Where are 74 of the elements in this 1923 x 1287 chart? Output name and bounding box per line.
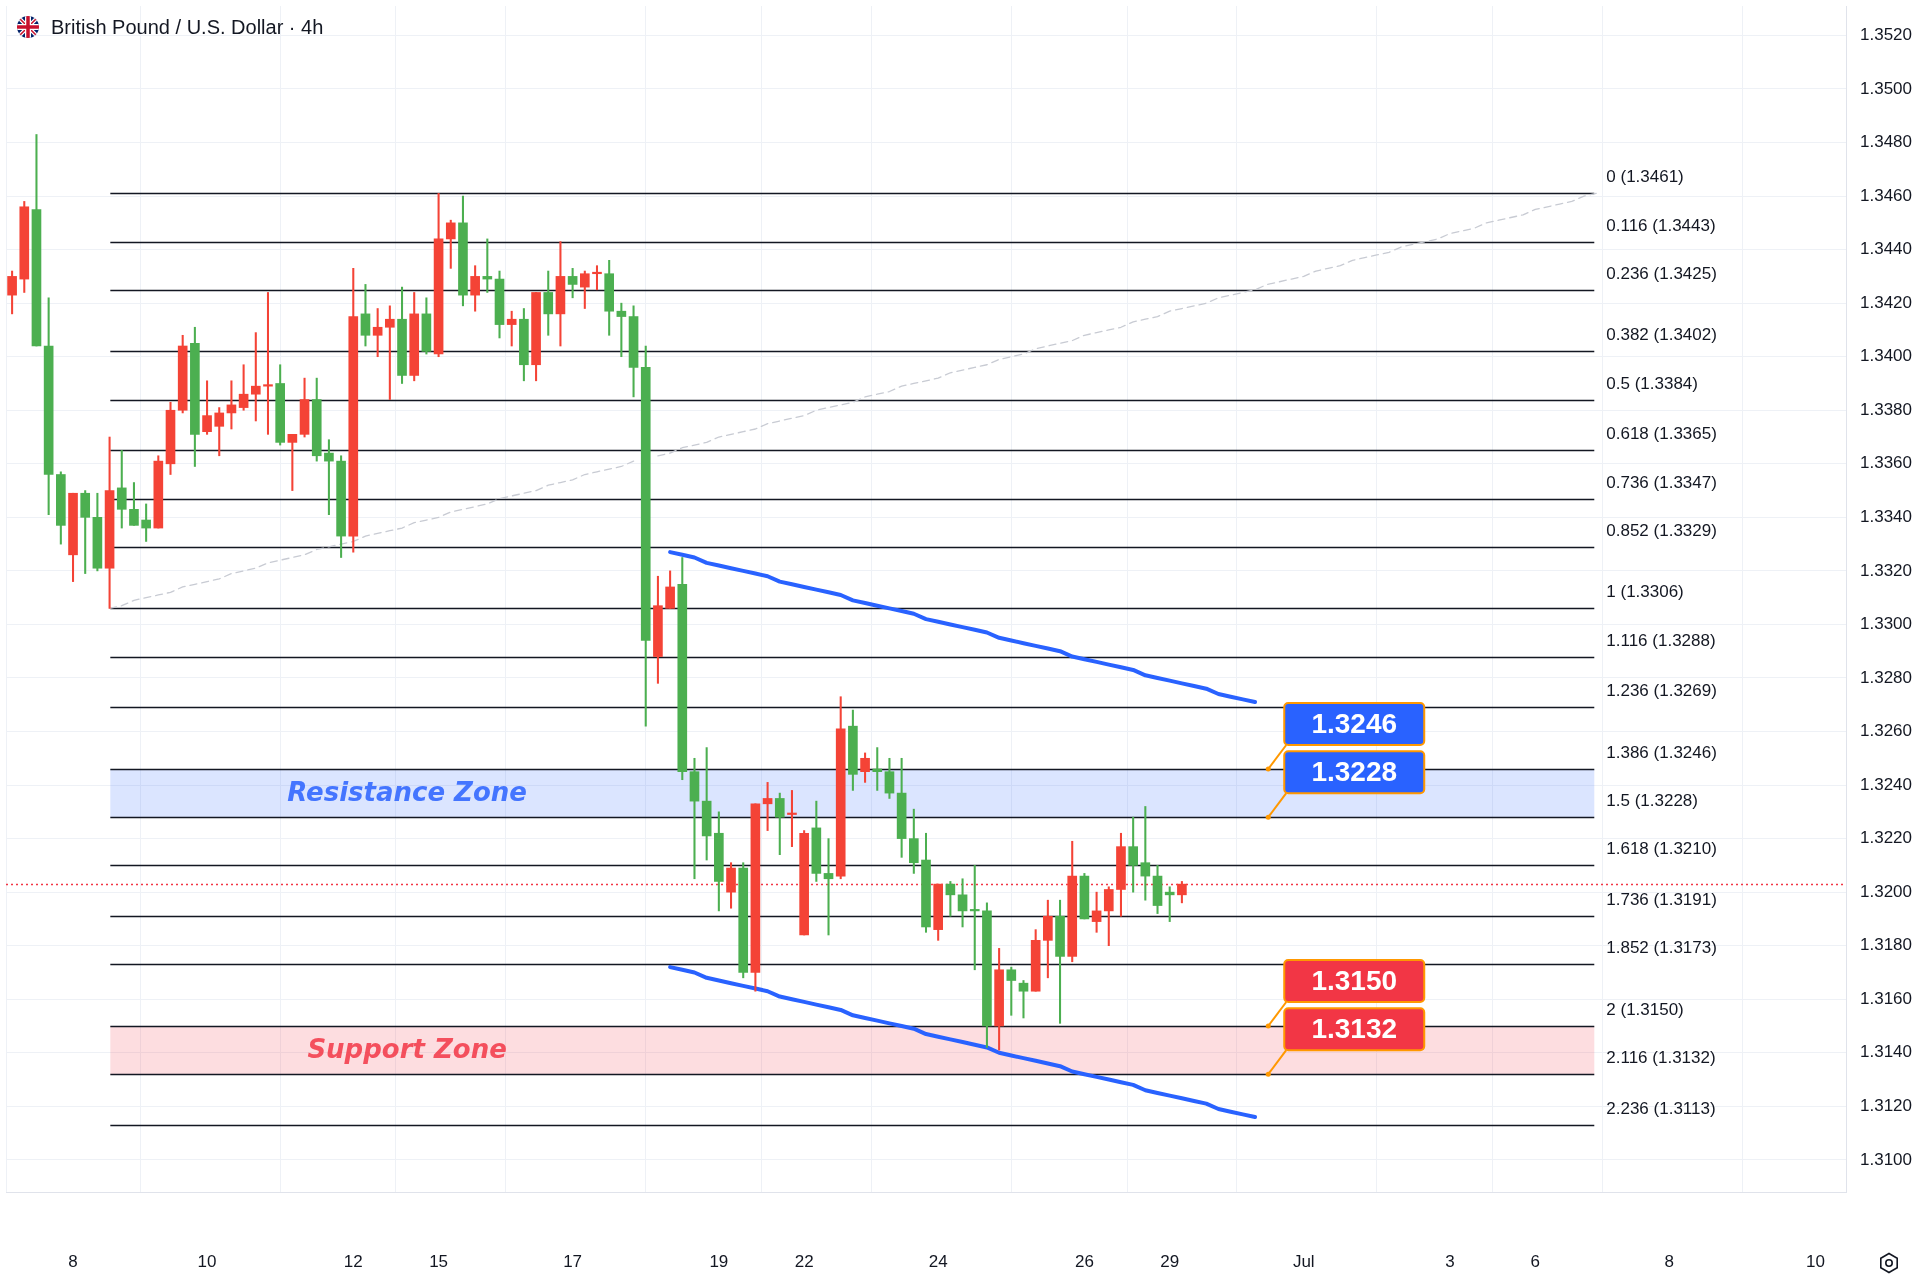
y-tick-label: 1.3140 [1860,1042,1912,1062]
ref-line-label: 0.852 (1.3329) [1606,520,1717,540]
y-tick-label: 1.3380 [1860,399,1912,419]
y-tick-label: 1.3160 [1860,988,1912,1008]
y-tick-label: 1.3240 [1860,774,1912,794]
candlestick [823,838,834,936]
x-tick-label: 6 [1530,1251,1541,1271]
y-tick-label: 1.3120 [1860,1096,1912,1116]
y-tick-label: 1.3520 [1860,25,1912,45]
x-tick-label: 29 [1160,1251,1180,1271]
ref-line-label: 1.116 (1.3288) [1606,630,1716,650]
y-tick-label: 1.3480 [1860,132,1912,152]
candlestick [592,265,602,291]
x-tick-label: 15 [429,1251,449,1271]
y-tick-label: 1.3260 [1860,721,1912,741]
candlestick [1018,980,1029,1019]
ref-line-label: 1.852 (1.3173) [1606,937,1717,957]
ref-line-label: 1.618 (1.3210) [1606,838,1717,858]
ref-line-label: 1.236 (1.3269) [1606,680,1717,700]
x-tick-label: 12 [343,1251,363,1271]
band-label: Support Zone [307,1033,507,1064]
ref-line-label: 0.116 (1.3443) [1606,215,1716,235]
candlestick [689,757,700,880]
ref-line-label: 1.5 (1.3228) [1606,790,1698,810]
ref-line-label: 0.5 (1.3384) [1606,373,1698,393]
ref-line-label: 0.382 (1.3402) [1606,324,1717,344]
x-tick-label: Jul [1292,1251,1315,1271]
y-tick-label: 1.3500 [1860,78,1912,98]
candlestick [360,284,371,347]
candlestick [872,747,883,791]
annotation: 1.3246 [1311,707,1398,739]
y-tick-label: 1.3100 [1860,1149,1912,1169]
y-tick-label: 1.3360 [1860,453,1912,473]
x-tick-label: 3 [1445,1251,1455,1271]
annotation: 1.3150 [1311,964,1398,996]
x-tick-label: 26 [1074,1251,1094,1271]
ref-line-label: 0.618 (1.3365) [1606,423,1717,443]
ref-line-label: 0.236 (1.3425) [1606,263,1717,283]
text: British Pound / U.S. Dollar · 4h [51,15,324,39]
candlestick [482,238,493,293]
ref-line-label: 0 (1.3461) [1606,166,1684,186]
ref-line-label: 1 (1.3306) [1606,581,1684,601]
ref-line-label: 2 (1.3150) [1606,999,1684,1019]
y-tick-label: 1.3420 [1860,292,1912,312]
candlestick [1164,886,1175,922]
y-tick-label: 1.3340 [1860,507,1912,527]
y-tick-label: 1.3320 [1860,560,1912,580]
x-tick-label: 10 [1806,1251,1825,1271]
y-tick-label: 1.3220 [1860,828,1912,848]
x-tick-label: 8 [68,1251,78,1271]
x-tick-label: 17 [563,1251,583,1271]
ref-line-label: 0.736 (1.3347) [1606,472,1717,492]
candlestick [969,865,980,971]
y-tick-label: 1.3460 [1860,185,1912,205]
y-tick-label: 1.3200 [1860,881,1912,901]
y-tick-label: 1.3180 [1860,935,1912,955]
x-tick-label: 10 [197,1251,217,1271]
ref-line-label: 2.116 (1.3132) [1606,1047,1716,1067]
y-tick-label: 1.3280 [1860,667,1912,687]
candlestick [263,292,273,435]
x-tick-label: 24 [928,1251,948,1271]
annotation: 1.3132 [1311,1012,1398,1044]
y-tick-label: 1.3440 [1860,239,1912,259]
x-tick-label: 22 [794,1251,814,1271]
candlestick [787,790,797,847]
y-tick-label: 1.3400 [1860,346,1912,366]
x-tick-label: 8 [1664,1251,1675,1271]
ref-line-label: 1.736 (1.3191) [1606,889,1717,909]
y-tick-label: 1.3300 [1860,614,1912,634]
annotation: 1.3228 [1311,755,1398,787]
ref-line-label: 1.386 (1.3246) [1606,742,1717,762]
band-label: Resistance Zone [287,776,527,807]
x-tick-label: 19 [709,1251,729,1271]
ref-line-label: 2.236 (1.3113) [1606,1098,1716,1118]
